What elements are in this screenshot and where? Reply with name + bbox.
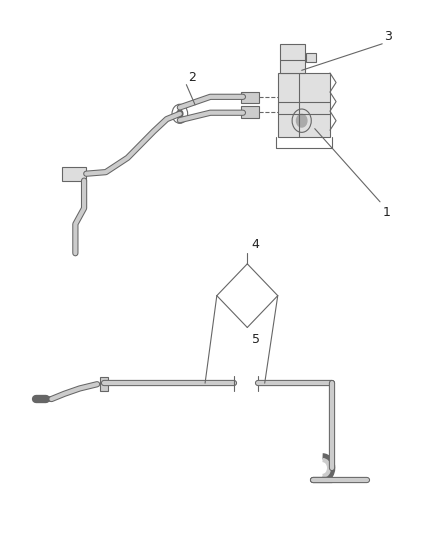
Text: 1: 1 [382, 206, 390, 219]
Bar [306, 53, 316, 62]
Circle shape [177, 110, 183, 117]
Text: 4: 4 [252, 238, 260, 251]
Bar [62, 167, 86, 181]
Bar [278, 73, 330, 136]
Bar [241, 107, 259, 118]
Bar [100, 377, 108, 391]
Text: 3: 3 [385, 30, 392, 43]
Text: 5: 5 [252, 333, 260, 346]
Bar [280, 44, 305, 73]
Bar [241, 92, 259, 103]
Circle shape [297, 114, 307, 127]
Text: 2: 2 [188, 70, 196, 84]
